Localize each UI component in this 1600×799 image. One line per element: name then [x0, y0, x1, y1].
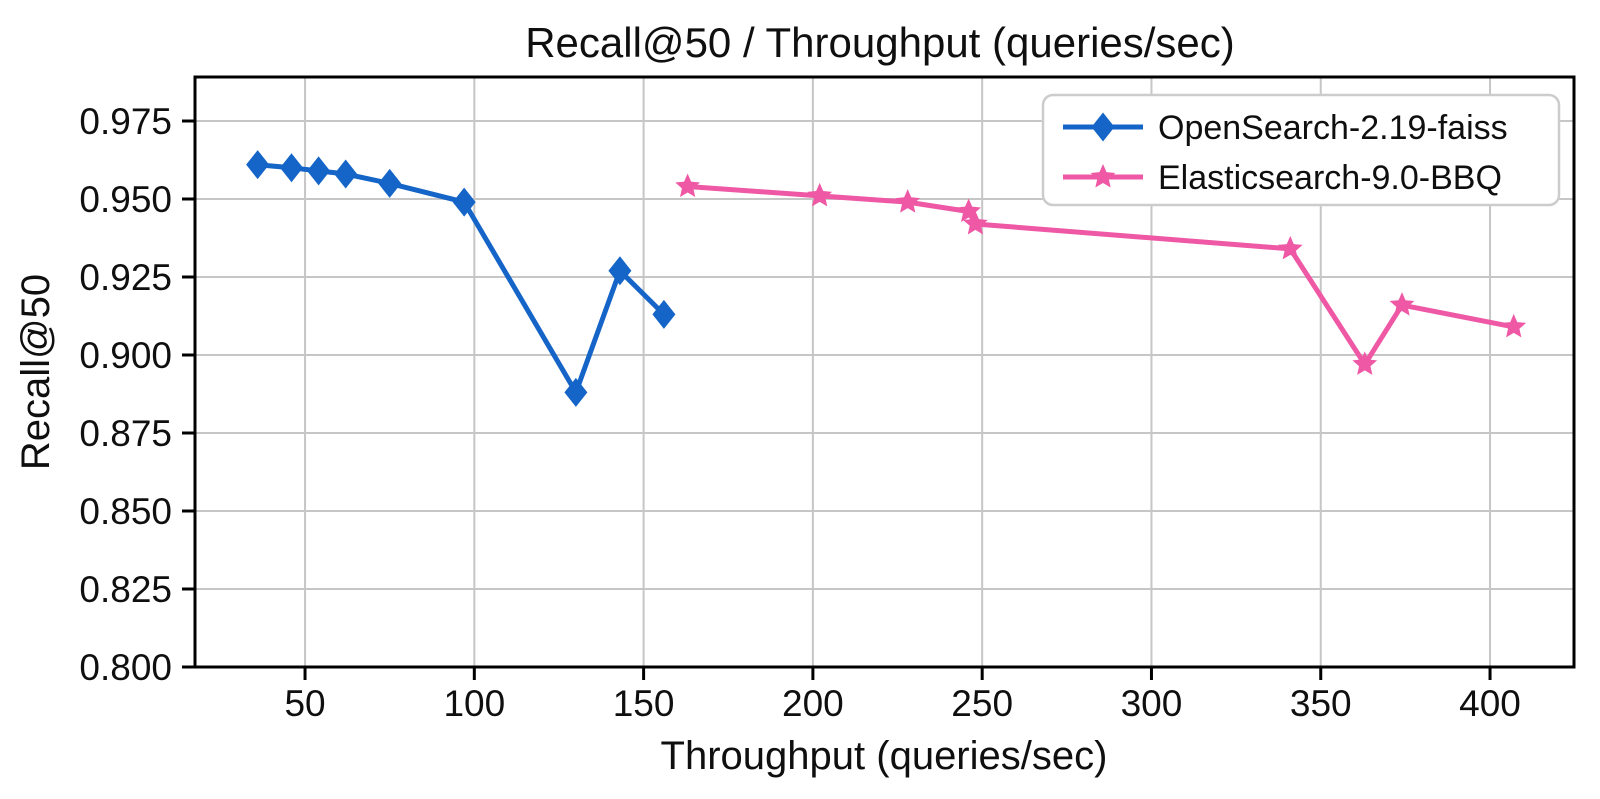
plot-border	[193, 75, 1576, 669]
series-line	[685, 184, 1517, 367]
x-tick-label: 250	[951, 683, 1013, 724]
y-axis-label: Recall@50	[14, 274, 58, 470]
star-marker	[1389, 292, 1415, 316]
x-tick-label: 150	[613, 683, 675, 724]
y-tick-label: 0.975	[79, 101, 172, 142]
legend-layer: OpenSearch-2.19-faiss Elasticsearch-9.0-B…	[1041, 93, 1561, 207]
x-tick-label: 350	[1290, 683, 1352, 724]
x-tick-label: 300	[1121, 683, 1183, 724]
star-marker	[1352, 351, 1378, 375]
x-tick-label: 400	[1459, 683, 1521, 724]
star-marker	[963, 210, 988, 235]
star-marker	[675, 173, 700, 198]
star-marker	[1090, 164, 1116, 188]
star-marker	[895, 189, 921, 213]
y-tick-label: 0.900	[79, 335, 172, 376]
chart-title: Recall@50 / Throughput (queries/sec)	[525, 19, 1235, 66]
y-tick-label: 0.875	[79, 413, 172, 454]
legend-entry-label: Elasticsearch-9.0-BBQ	[1158, 159, 1502, 197]
legend-box	[1041, 93, 1561, 207]
diamond-marker	[652, 299, 676, 329]
diamond-marker	[334, 159, 358, 189]
y-tick-label: 0.825	[79, 569, 172, 610]
axes-layer: 50 100 150 200 250 300 350 400 0.800 0.825 0.850 0.…	[79, 75, 1576, 724]
diamond-marker	[608, 256, 632, 286]
x-tick-label: 100	[443, 683, 505, 724]
diamond-marker	[246, 150, 270, 180]
diamond-marker	[452, 187, 476, 217]
series-layer	[246, 150, 1527, 407]
star-marker	[1501, 313, 1527, 338]
x-tick-label: 200	[782, 683, 844, 724]
star-marker	[807, 182, 833, 207]
legend-entry-label: OpenSearch-2.19-faiss	[1158, 109, 1508, 147]
diamond-marker	[279, 153, 303, 183]
y-tick-label: 0.925	[79, 257, 172, 298]
star-marker	[1277, 235, 1303, 260]
diamond-marker	[564, 377, 588, 407]
x-tick-label: 50	[284, 683, 325, 724]
y-tick-label: 0.850	[79, 491, 172, 532]
diamond-marker	[1091, 112, 1115, 142]
y-tick-label: 0.950	[79, 179, 172, 220]
diamond-marker	[307, 156, 331, 186]
y-tick-label: 0.800	[79, 647, 172, 688]
diamond-marker	[378, 168, 402, 198]
x-axis-label: Throughput (queries/sec)	[661, 734, 1108, 778]
